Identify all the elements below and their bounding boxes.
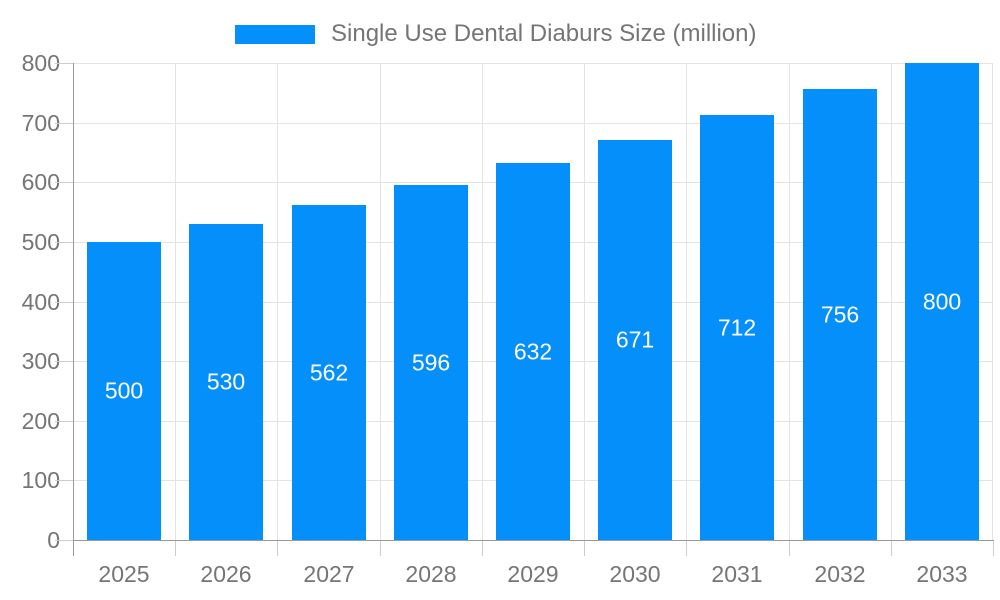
bar-value-label: 596 [411, 349, 451, 375]
bar-value-label: 632 [513, 338, 553, 364]
y-axis-tick-label: 400 [21, 289, 60, 315]
x-tick-mark [482, 540, 483, 556]
y-tick-mark [55, 421, 73, 422]
x-tick-mark [891, 540, 892, 556]
gridline-vertical [175, 63, 176, 540]
x-tick-mark [584, 540, 585, 556]
gridline-vertical [380, 63, 381, 540]
bar-2030: 671 [598, 140, 672, 540]
y-axis-tick-label: 0 [47, 527, 60, 553]
bar-2027: 562 [292, 205, 366, 540]
plot-area: 500 530 562 596 632 671 712 756 800 [73, 63, 993, 540]
x-axis-tick-label: 2031 [711, 561, 763, 587]
gridline-horizontal [73, 123, 993, 124]
gridline-vertical [891, 63, 892, 540]
y-axis-line [73, 63, 74, 556]
x-tick-mark [993, 540, 994, 556]
legend-swatch [235, 24, 315, 44]
bar-value-label: 712 [717, 314, 757, 340]
x-axis-tick-label: 2027 [303, 561, 355, 587]
bar-2028: 596 [394, 185, 468, 540]
x-tick-mark [380, 540, 381, 556]
gridline-vertical [789, 63, 790, 540]
x-axis-line [73, 540, 994, 541]
y-axis-tick-label: 500 [21, 229, 60, 255]
y-tick-mark [55, 63, 73, 64]
x-tick-mark [175, 540, 176, 556]
x-axis-tick-label: 2030 [609, 561, 661, 587]
gridline-vertical [277, 63, 278, 540]
x-axis-tick-label: 2025 [98, 561, 150, 587]
y-axis-tick-label: 800 [21, 50, 60, 76]
bar-value-label: 756 [820, 301, 860, 327]
x-axis-tick-label: 2028 [405, 561, 457, 587]
legend-label: Single Use Dental Diaburs Size (million) [331, 20, 757, 47]
gridline-vertical [992, 63, 993, 540]
bar-value-label: 671 [615, 326, 655, 353]
y-axis-tick-label: 300 [21, 348, 60, 374]
x-axis-tick-label: 2033 [916, 561, 968, 587]
bar-value-label: 500 [104, 377, 144, 404]
y-tick-mark [55, 182, 73, 183]
y-tick-mark [55, 361, 73, 362]
y-tick-mark [55, 242, 73, 243]
y-tick-mark [55, 302, 73, 303]
gridline-vertical [482, 63, 483, 540]
bar-2025: 500 [87, 242, 161, 540]
x-tick-mark [277, 540, 278, 556]
x-axis-tick-label: 2032 [814, 561, 866, 587]
bar-2026: 530 [189, 224, 263, 540]
x-tick-mark [686, 540, 687, 556]
bar-2029: 632 [496, 163, 570, 540]
y-axis-tick-label: 700 [21, 110, 60, 136]
bar-2032: 756 [803, 89, 877, 540]
x-axis-tick-label: 2026 [200, 561, 252, 587]
y-axis-tick-label: 600 [21, 169, 60, 195]
x-axis-tick-label: 2029 [507, 561, 559, 587]
bar-2031: 712 [700, 115, 774, 540]
gridline-horizontal [73, 63, 993, 64]
bar-value-label: 562 [309, 359, 349, 385]
y-axis-tick-label: 200 [21, 408, 60, 434]
y-tick-mark [55, 480, 73, 481]
y-tick-mark [55, 123, 73, 124]
x-tick-mark [789, 540, 790, 556]
gridline-vertical [584, 63, 585, 540]
y-axis-tick-label: 100 [21, 467, 60, 493]
gridline-vertical [686, 63, 687, 540]
y-tick-mark [55, 540, 73, 541]
bar-value-label: 800 [922, 288, 962, 314]
bar-value-label: 530 [206, 368, 246, 395]
bar-2033: 800 [905, 63, 979, 540]
legend-item[interactable]: Single Use Dental Diaburs Size (million) [235, 15, 757, 53]
